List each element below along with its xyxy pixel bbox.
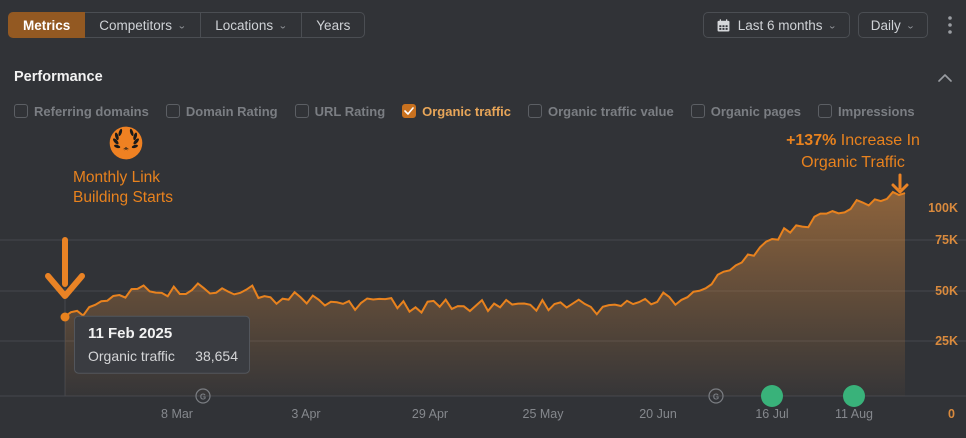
svg-text:0: 0 — [948, 407, 955, 421]
svg-text:38,654: 38,654 — [195, 348, 238, 364]
svg-text:11 Aug: 11 Aug — [835, 407, 873, 421]
svg-text:50K: 50K — [935, 284, 958, 298]
svg-text:100K: 100K — [928, 201, 958, 215]
svg-text:20 Jun: 20 Jun — [639, 407, 677, 421]
svg-text:8 Mar: 8 Mar — [161, 407, 193, 421]
svg-text:29 Apr: 29 Apr — [412, 407, 448, 421]
svg-text:G: G — [713, 393, 719, 402]
svg-text:16 Jul: 16 Jul — [755, 407, 788, 421]
svg-text:75K: 75K — [935, 233, 958, 247]
svg-text:11 Feb 2025: 11 Feb 2025 — [88, 325, 172, 342]
svg-text:25 May: 25 May — [523, 407, 565, 421]
svg-text:G: G — [200, 393, 206, 402]
svg-text:Organic traffic: Organic traffic — [88, 348, 175, 364]
svg-text:3 Apr: 3 Apr — [291, 407, 320, 421]
svg-text:25K: 25K — [935, 334, 958, 348]
